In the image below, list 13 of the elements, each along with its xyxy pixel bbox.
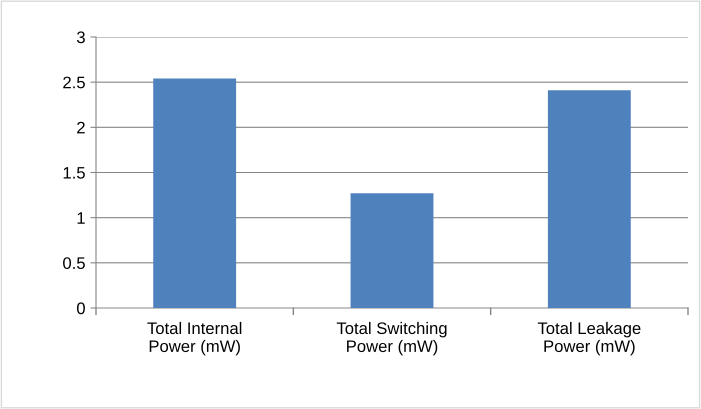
y-tick-label: 3: [76, 31, 85, 44]
y-tick-label: 0.5: [63, 257, 85, 270]
bar: [548, 90, 631, 308]
bar: [350, 193, 434, 308]
y-tick-label: 1.5: [64, 167, 85, 179]
bar: [153, 78, 236, 308]
y-tick-label: 2.5: [63, 76, 85, 88]
x-tick-label: Total Internal Power (mW): [147, 322, 242, 356]
x-tick-label: Total Leakage Power (mW): [538, 322, 640, 356]
y-tick-label: 2: [77, 122, 85, 134]
x-tick-label: Total Switching Power (mW): [336, 322, 447, 356]
y-tick-label: 0: [76, 302, 85, 314]
y-tick-label: 1: [78, 212, 85, 224]
